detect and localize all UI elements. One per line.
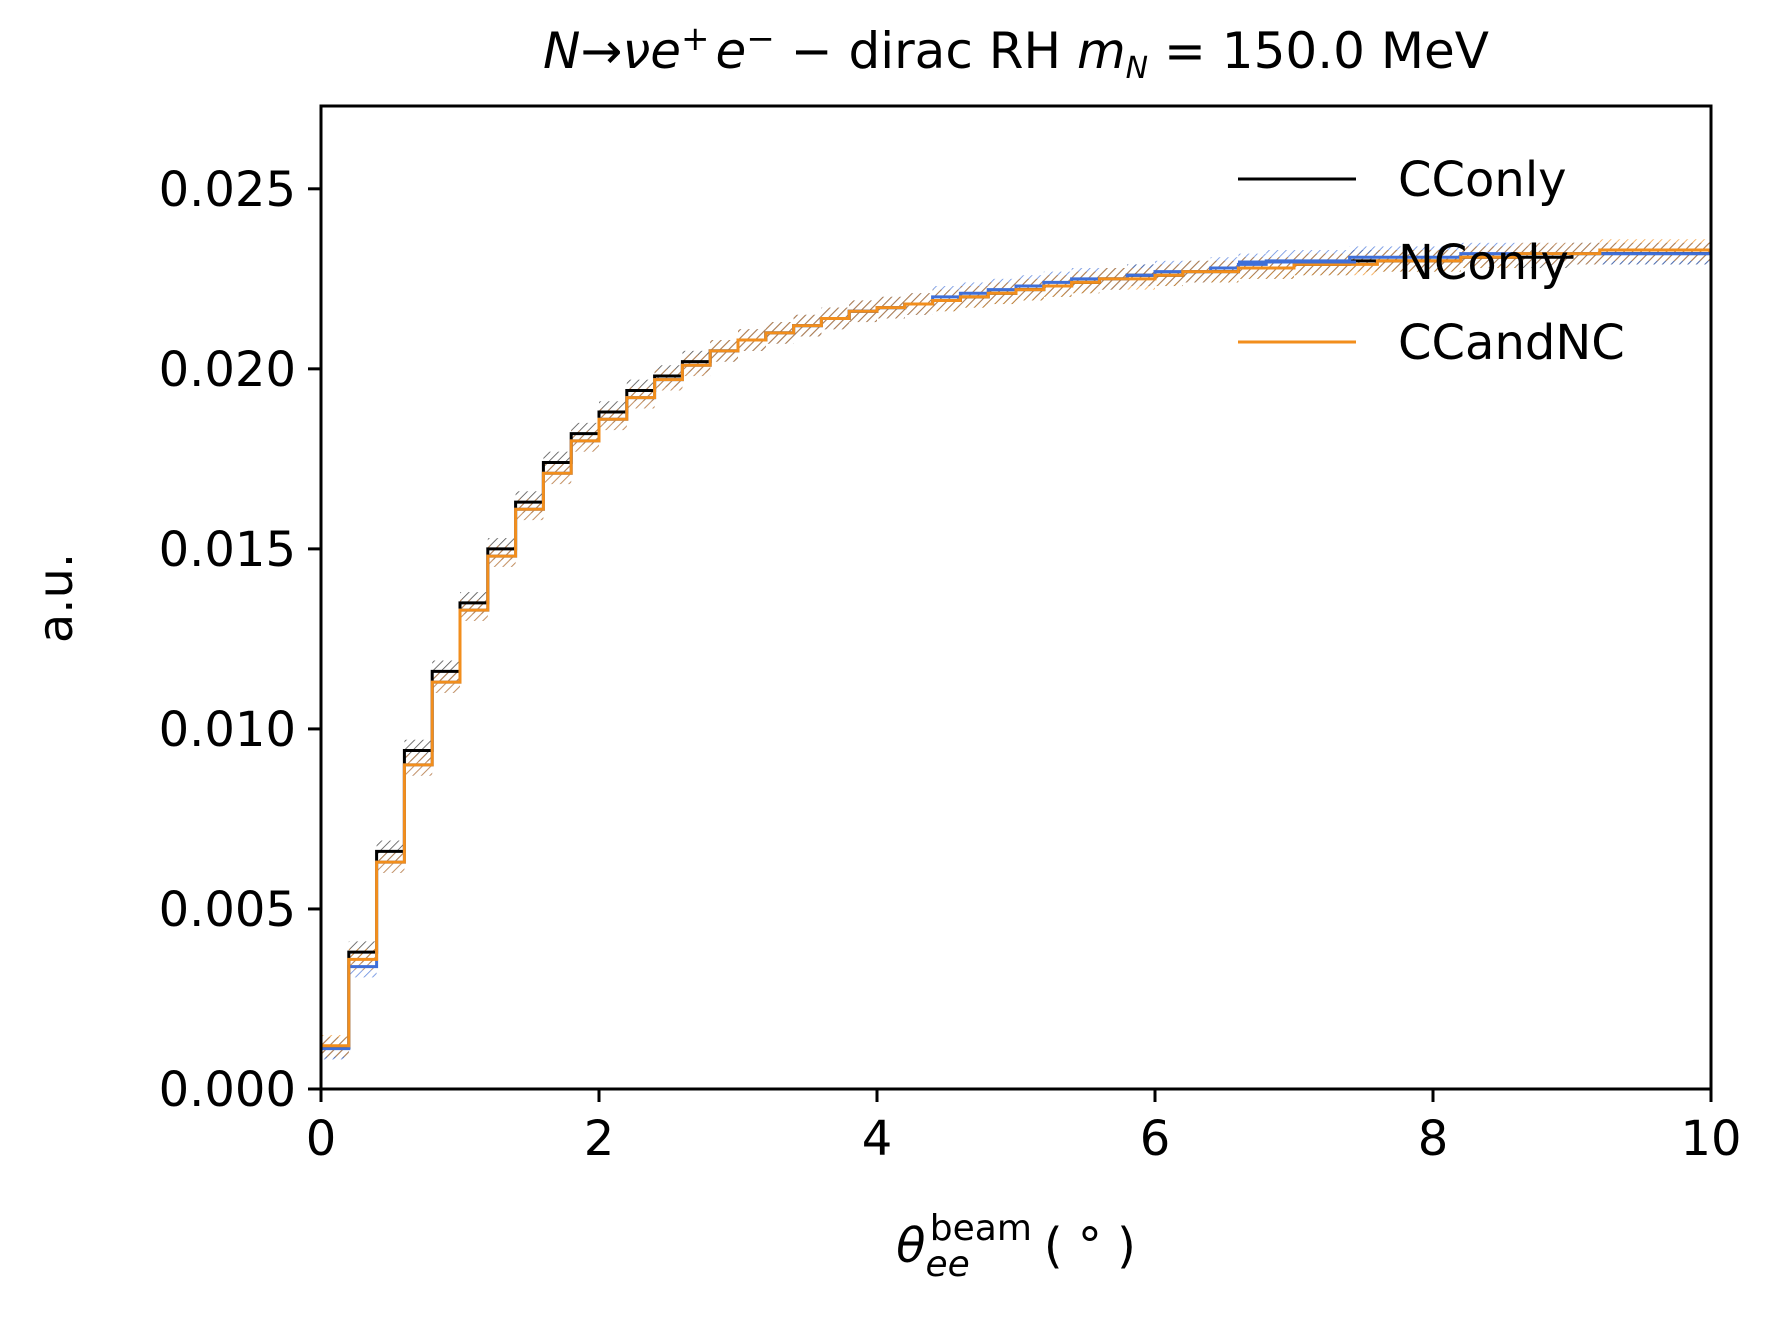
series-line-nconly	[321, 252, 1711, 1051]
y-tick-label: 0.005	[159, 882, 296, 938]
x-tick-label: 6	[1140, 1111, 1171, 1167]
series-line-ccandnc	[321, 248, 1711, 1048]
x-axis-label: θeebeam ( ° )	[896, 1208, 1136, 1285]
legend-item-ccandnc: CCandNC	[1238, 315, 1625, 371]
x-label-symbol: θ	[896, 1218, 925, 1274]
series-lines	[321, 248, 1711, 1051]
plot-frame	[319, 104, 1713, 1091]
error-band-ccandnc	[321, 239, 1711, 1057]
x-tick-label: 2	[584, 1111, 615, 1167]
chart-title: N→νe+ e− − dirac RH mN = 150.0 MeV	[543, 19, 1489, 86]
x-axis-ticks: 0 2 4 6 8 10	[306, 1089, 1742, 1167]
x-tick-label: 10	[1680, 1111, 1741, 1167]
title-sup-minus: −	[746, 19, 775, 59]
legend-item-nconly: NConly	[1238, 235, 1569, 291]
y-tick-label: 0.000	[159, 1062, 296, 1118]
x-label-subscript: ee	[925, 1244, 969, 1285]
title-mass-symbol: m	[1077, 22, 1126, 80]
series-line-cconly	[321, 252, 1711, 1050]
x-label-superscript: beam	[930, 1208, 1032, 1249]
x-tick-label: 8	[1418, 1111, 1449, 1167]
title-mass-subscript: N	[1126, 51, 1148, 86]
y-tick-label: 0.010	[159, 702, 296, 758]
title-mass-value: = 150.0 MeV	[1148, 22, 1489, 80]
legend-label-ccandnc: CCandNC	[1398, 315, 1625, 371]
y-axis-label: a.u.	[28, 553, 84, 643]
legend: CConly NConly CCandNC	[1238, 152, 1625, 371]
legend-label-nconly: NConly	[1398, 235, 1569, 291]
y-tick-label: 0.015	[159, 522, 296, 578]
title-sup-plus: +	[681, 19, 710, 59]
x-label-unit: ( ° )	[1044, 1218, 1136, 1274]
y-axis-ticks: 0.000 0.005 0.010 0.015 0.020 0.025	[159, 162, 321, 1118]
y-tick-label: 0.025	[159, 162, 296, 218]
x-tick-label: 0	[306, 1111, 337, 1167]
legend-item-cconly: CConly	[1238, 152, 1567, 208]
y-tick-label: 0.020	[159, 342, 296, 398]
title-e-minus: e	[716, 22, 747, 80]
x-tick-label: 4	[862, 1111, 893, 1167]
title-middle: − dirac RH	[775, 22, 1077, 80]
title-process: N→νe	[543, 22, 681, 80]
legend-label-cconly: CConly	[1398, 152, 1567, 208]
